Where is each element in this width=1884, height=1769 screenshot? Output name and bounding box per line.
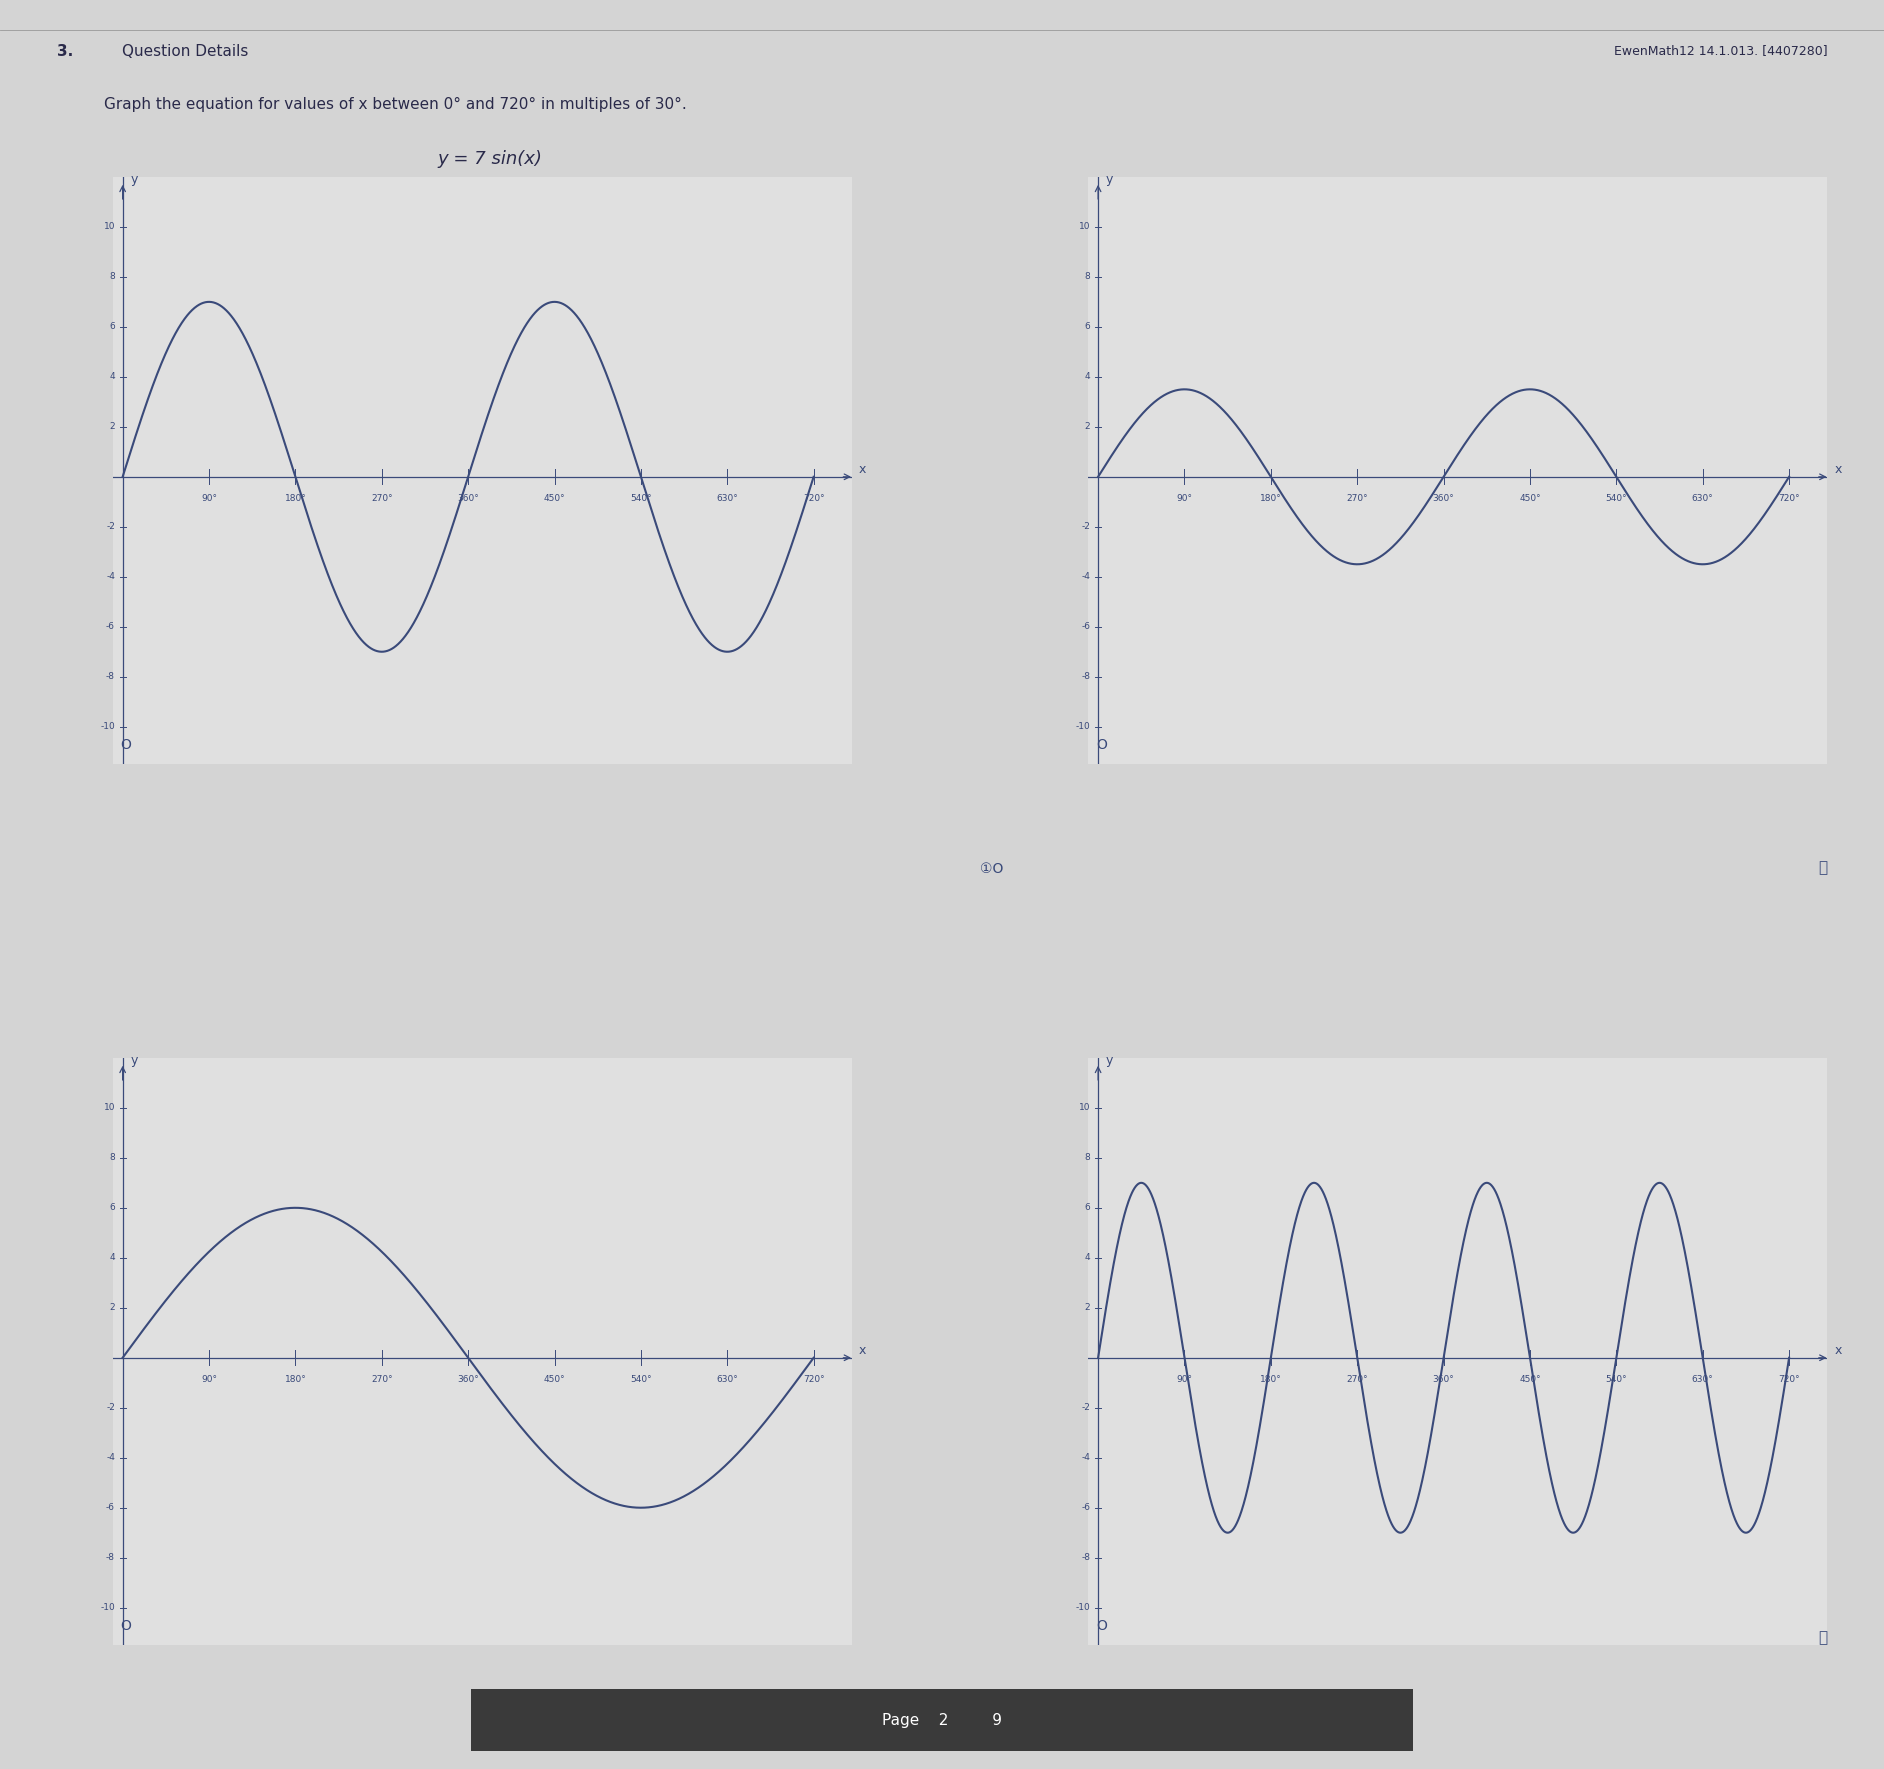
Text: Question Details: Question Details (122, 44, 249, 58)
Text: y: y (1106, 173, 1113, 186)
Text: Page    2         9: Page 2 9 (882, 1712, 1002, 1728)
Text: 90°: 90° (1176, 494, 1193, 504)
Text: 450°: 450° (544, 1375, 565, 1385)
Text: O: O (1096, 1619, 1106, 1633)
Text: 720°: 720° (803, 494, 825, 504)
Text: 10: 10 (1080, 223, 1091, 232)
Text: ⓘ: ⓘ (1818, 862, 1827, 876)
Text: 10: 10 (104, 223, 115, 232)
Text: -6: -6 (1081, 623, 1091, 632)
Text: -4: -4 (1081, 1452, 1091, 1463)
Text: 8: 8 (109, 1153, 115, 1162)
Text: 8: 8 (109, 272, 115, 281)
Text: 10: 10 (1080, 1104, 1091, 1113)
Text: -4: -4 (106, 1452, 115, 1463)
Text: 450°: 450° (1519, 1375, 1541, 1385)
Text: 540°: 540° (1605, 494, 1628, 504)
Text: 4: 4 (1085, 371, 1091, 382)
Text: 270°: 270° (1347, 1375, 1368, 1385)
Text: -10: -10 (1076, 1603, 1091, 1612)
Text: -8: -8 (1081, 1553, 1091, 1562)
Text: 630°: 630° (716, 1375, 739, 1385)
Text: O: O (1096, 738, 1106, 752)
Text: 720°: 720° (803, 1375, 825, 1385)
Text: 720°: 720° (1778, 494, 1799, 504)
Text: 270°: 270° (1347, 494, 1368, 504)
Text: 270°: 270° (371, 494, 392, 504)
Text: Graph the equation for values of x between 0° and 720° in multiples of 30°.: Graph the equation for values of x betwe… (104, 97, 686, 111)
Text: 270°: 270° (371, 1375, 392, 1385)
Text: O: O (121, 738, 132, 752)
Text: -2: -2 (106, 522, 115, 531)
Text: 360°: 360° (458, 1375, 479, 1385)
Text: y: y (130, 173, 138, 186)
Text: 3.: 3. (57, 44, 73, 58)
Text: 180°: 180° (1260, 1375, 1281, 1385)
Text: y = 7 sin(x): y = 7 sin(x) (437, 150, 543, 168)
Text: -2: -2 (106, 1403, 115, 1412)
Text: 360°: 360° (1432, 1375, 1454, 1385)
Text: 630°: 630° (1692, 1375, 1714, 1385)
Text: -4: -4 (1081, 571, 1091, 582)
Text: 6: 6 (109, 322, 115, 331)
Text: 180°: 180° (284, 494, 307, 504)
Text: 2: 2 (109, 1304, 115, 1313)
Text: -6: -6 (106, 1504, 115, 1512)
Text: -2: -2 (1081, 522, 1091, 531)
Text: 360°: 360° (1432, 494, 1454, 504)
Text: -10: -10 (100, 1603, 115, 1612)
Text: 540°: 540° (1605, 1375, 1628, 1385)
Text: 630°: 630° (1692, 494, 1714, 504)
Text: 2: 2 (1085, 423, 1091, 432)
Text: 90°: 90° (1176, 1375, 1193, 1385)
Text: O: O (121, 1619, 132, 1633)
Text: 720°: 720° (1778, 1375, 1799, 1385)
Text: x: x (859, 1344, 867, 1357)
Text: 10: 10 (104, 1104, 115, 1113)
Text: y: y (1106, 1054, 1113, 1067)
Text: 540°: 540° (629, 494, 652, 504)
Text: -6: -6 (106, 623, 115, 632)
Text: 2: 2 (109, 423, 115, 432)
Text: -8: -8 (106, 1553, 115, 1562)
Text: 6: 6 (1085, 322, 1091, 331)
Text: 8: 8 (1085, 272, 1091, 281)
Text: 90°: 90° (202, 1375, 217, 1385)
Text: x: x (1835, 463, 1841, 476)
Text: 8: 8 (1085, 1153, 1091, 1162)
Text: x: x (859, 463, 867, 476)
Text: -8: -8 (1081, 672, 1091, 681)
Text: 360°: 360° (458, 494, 479, 504)
Text: 180°: 180° (1260, 494, 1281, 504)
Text: 630°: 630° (716, 494, 739, 504)
Text: 450°: 450° (544, 494, 565, 504)
Text: -10: -10 (100, 722, 115, 731)
Text: -4: -4 (106, 571, 115, 582)
Text: ⓘ: ⓘ (1818, 1631, 1827, 1645)
Text: y: y (130, 1054, 138, 1067)
Text: -2: -2 (1081, 1403, 1091, 1412)
Text: 4: 4 (109, 1252, 115, 1263)
Text: 4: 4 (1085, 1252, 1091, 1263)
Text: 540°: 540° (629, 1375, 652, 1385)
Text: 2: 2 (1085, 1304, 1091, 1313)
Text: 450°: 450° (1519, 494, 1541, 504)
Text: x: x (1835, 1344, 1841, 1357)
Text: EwenMath12 14.1.013. [4407280]: EwenMath12 14.1.013. [4407280] (1615, 44, 1827, 57)
Text: 180°: 180° (284, 1375, 307, 1385)
Text: -6: -6 (1081, 1504, 1091, 1512)
Text: 90°: 90° (202, 494, 217, 504)
Text: 6: 6 (1085, 1203, 1091, 1212)
Text: -8: -8 (106, 672, 115, 681)
Text: -10: -10 (1076, 722, 1091, 731)
Text: ①O: ①O (980, 862, 1002, 876)
Text: 6: 6 (109, 1203, 115, 1212)
Text: 4: 4 (109, 371, 115, 382)
